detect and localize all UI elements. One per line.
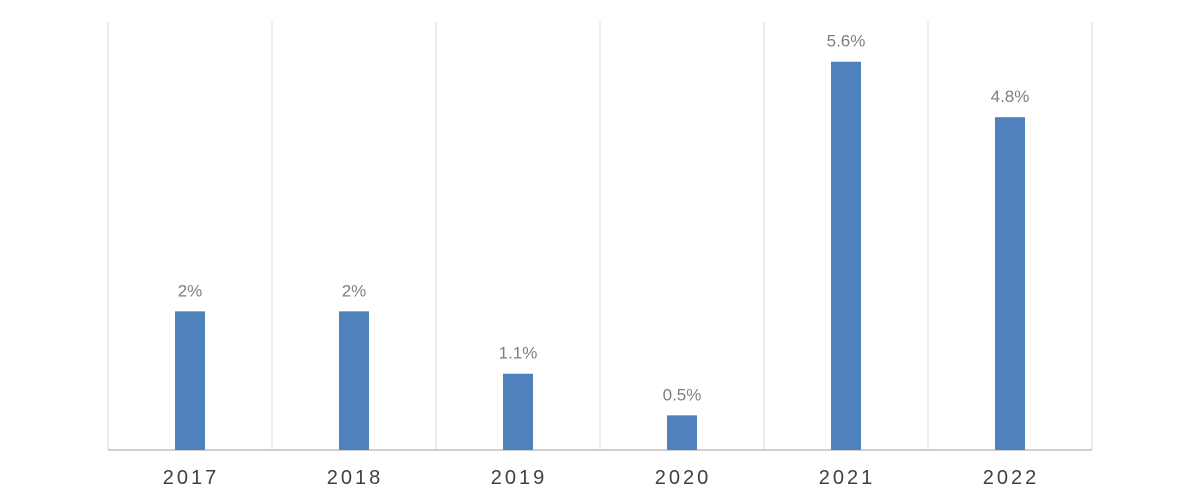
bar-2020 (667, 415, 697, 450)
data-label-2022: 4.8% (991, 87, 1030, 106)
x-tick-label-2019: 2019 (491, 467, 548, 489)
data-label-2020: 0.5% (663, 385, 702, 404)
bar-2022 (995, 117, 1025, 450)
data-label-2017: 2% (178, 281, 203, 300)
x-tick-label-2021: 2021 (819, 467, 876, 489)
bar-2018 (339, 311, 369, 450)
data-label-2018: 2% (342, 281, 367, 300)
x-tick-label-2018: 2018 (327, 467, 384, 489)
bar-2021 (831, 61, 861, 450)
x-tick-label-2017: 2017 (163, 467, 220, 489)
data-label-2021: 5.6% (827, 32, 866, 51)
bar-2017 (175, 311, 205, 450)
x-tick-label-2022: 2022 (983, 467, 1040, 489)
data-label-2019: 1.1% (499, 344, 538, 363)
x-tick-label-2020: 2020 (655, 467, 712, 489)
bar-2019 (503, 373, 533, 450)
